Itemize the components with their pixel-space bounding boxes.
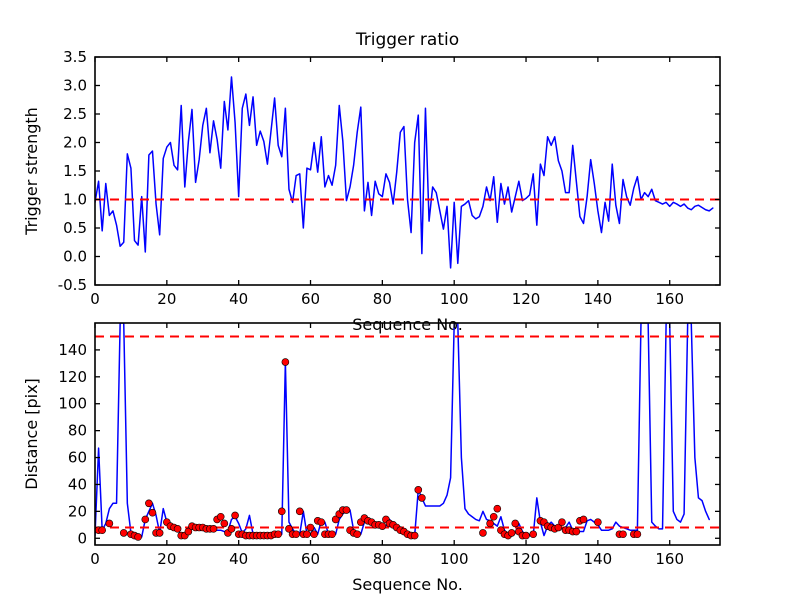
data-marker — [220, 519, 229, 528]
x-tick-label: 140 — [584, 550, 613, 568]
x-tick-label: 60 — [301, 550, 320, 568]
data-marker — [529, 530, 538, 539]
data-marker — [522, 531, 530, 540]
trigger-ratio-plot: 0 20 40 60 80 100 120 140 160 -0.5 0.0 0.5 1.0 1.5 2.0… — [22, 30, 721, 334]
axes-frame — [94, 322, 721, 546]
data-marker — [184, 527, 193, 536]
x-tick-label: 40 — [229, 290, 248, 308]
data-marker — [511, 519, 520, 528]
y-tick-label: 0.5 — [63, 219, 87, 237]
x-tick-label: 80 — [373, 290, 392, 308]
x-axis-label: Sequence No. — [352, 315, 463, 334]
axes-frame — [94, 56, 721, 286]
marker-group — [95, 358, 642, 541]
data-marker — [227, 525, 236, 533]
x-tick-label: 140 — [584, 290, 613, 308]
plot-data-area — [95, 323, 720, 541]
y-tick-label: 3.0 — [63, 77, 87, 95]
data-marker — [486, 519, 494, 528]
data-marker — [306, 523, 315, 532]
data-marker — [285, 525, 293, 533]
y-tick-label: 40 — [68, 475, 87, 493]
x-tick-label: 100 — [440, 550, 469, 568]
x-tick-label: 20 — [157, 550, 176, 568]
y-tick-label: 80 — [68, 422, 87, 440]
data-marker — [579, 515, 588, 524]
data-marker — [105, 519, 114, 528]
y-tick-label: 20 — [68, 502, 87, 520]
data-marker — [554, 523, 563, 532]
plot-data-area — [95, 76, 720, 269]
data-marker — [317, 518, 326, 526]
y-tick-label: 2.5 — [63, 105, 87, 123]
y-axis-label: Distance [pix] — [22, 378, 41, 490]
x-tick-label: 40 — [229, 550, 248, 568]
data-marker — [134, 533, 142, 541]
data-line — [95, 76, 714, 269]
data-marker — [418, 494, 426, 502]
data-marker — [353, 530, 362, 539]
data-marker — [303, 530, 311, 539]
data-marker — [572, 527, 581, 536]
y-tick-label: 100 — [58, 395, 87, 413]
y-tick-label: 60 — [68, 449, 87, 467]
data-marker — [342, 506, 351, 514]
y-tick-label: 0 — [77, 529, 87, 547]
y-tick-label: 1.5 — [63, 162, 87, 180]
x-axis-label: Sequence No. — [352, 575, 463, 594]
data-marker — [274, 530, 282, 539]
data-marker — [479, 529, 487, 537]
x-tick-label: 120 — [512, 550, 541, 568]
x-tick-label: 0 — [90, 550, 100, 568]
data-marker — [410, 531, 419, 540]
x-tick-label: 160 — [655, 290, 684, 308]
y-tick-label: 2.0 — [63, 134, 87, 152]
y-axis-label: Trigger strength — [22, 107, 41, 236]
data-marker — [216, 512, 225, 521]
data-marker — [231, 511, 239, 520]
data-marker — [489, 512, 498, 521]
data-marker — [141, 515, 150, 524]
x-tick-label: 120 — [512, 290, 541, 308]
data-marker — [281, 358, 290, 366]
data-marker — [507, 529, 516, 537]
data-marker — [633, 530, 642, 539]
plot-title: Trigger ratio — [355, 30, 459, 50]
data-marker — [310, 530, 318, 539]
y-tick-label: 1.0 — [63, 191, 87, 209]
data-marker — [328, 530, 336, 539]
x-tick-label: 20 — [157, 290, 176, 308]
data-marker — [619, 530, 627, 539]
y-tick-label: 120 — [58, 368, 87, 386]
data-marker — [148, 508, 157, 517]
data-marker — [558, 518, 566, 526]
data-marker — [155, 529, 164, 537]
data-marker — [378, 522, 387, 530]
data-marker — [414, 486, 423, 494]
data-marker — [98, 526, 106, 535]
data-marker — [594, 518, 602, 526]
y-tick-label: -0.5 — [58, 276, 87, 294]
data-line — [95, 323, 710, 538]
y-tick-label: 3.5 — [63, 48, 87, 66]
data-marker — [331, 515, 340, 524]
x-tick-label: 100 — [440, 290, 469, 308]
data-marker — [277, 507, 286, 516]
data-marker — [173, 525, 182, 533]
data-marker — [493, 504, 502, 513]
x-tick-label: 80 — [373, 550, 392, 568]
x-tick-label: 0 — [90, 290, 100, 308]
x-tick-label: 60 — [301, 290, 320, 308]
data-marker — [295, 507, 304, 516]
x-tick-label: 160 — [655, 550, 684, 568]
data-marker — [209, 525, 218, 533]
data-marker — [292, 530, 300, 539]
data-marker — [119, 529, 128, 537]
data-marker — [145, 499, 153, 508]
y-tick-label: 0.0 — [63, 248, 87, 266]
distance-plot: 0 20 40 60 80 100 120 140 160 0 20 40 60 80 100 120 140 S… — [22, 322, 721, 594]
y-tick-label: 140 — [58, 341, 87, 359]
